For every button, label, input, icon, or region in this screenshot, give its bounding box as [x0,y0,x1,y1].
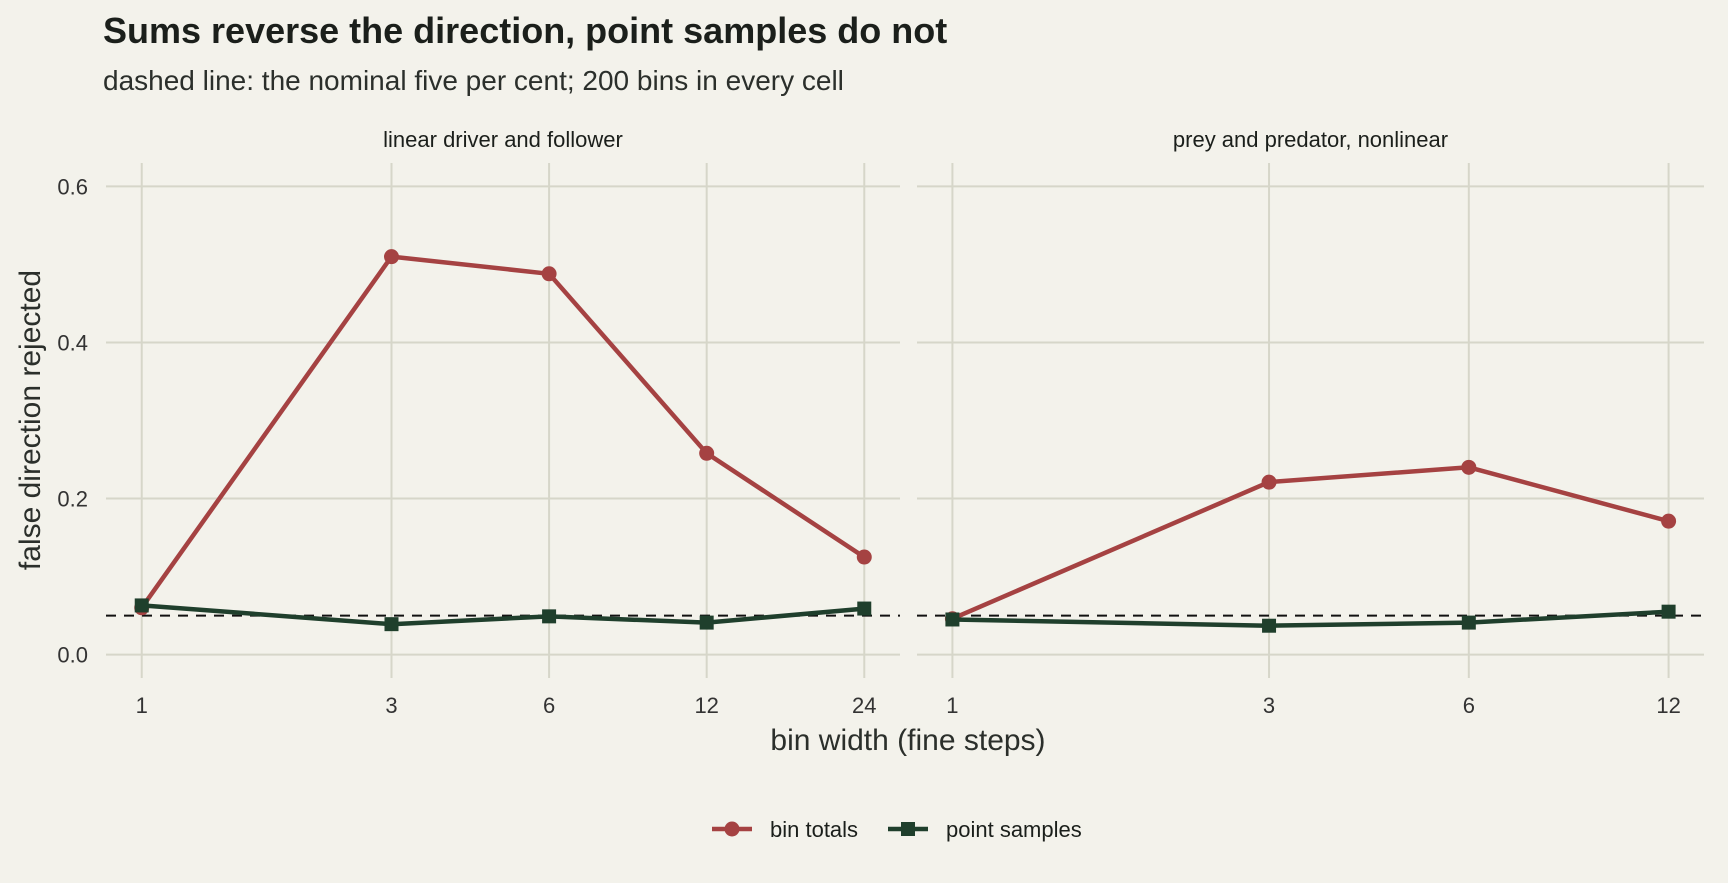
legend: bin totals point samples [712,817,1082,842]
y-tick-label: 0.2 [57,487,88,512]
legend-key-marker [901,822,915,836]
data-point [857,601,872,616]
chart-title: Sums reverse the direction, point sample… [103,10,947,51]
series-line [952,609,1669,628]
data-point [1261,474,1277,490]
data-point [1262,618,1277,633]
x-tick-label: 1 [946,693,958,718]
y-tick-label: 0.4 [57,330,88,355]
data-point [1461,615,1476,630]
data-point [134,598,149,613]
data-point [541,266,557,282]
legend-label: bin totals [770,817,858,842]
panel-title: linear driver and follower [383,127,623,152]
y-tick-label: 0.0 [57,643,88,668]
panel-2: prey and predator, nonlinear 1 3 6 12 [917,127,1704,718]
x-tick-label: 6 [543,693,555,718]
data-point [1661,604,1676,619]
data-point [856,549,872,565]
x-tick-label: 3 [385,693,397,718]
x-tick-label: 1 [136,693,148,718]
x-tick-label: 24 [852,693,876,718]
legend-item: point samples [888,817,1082,842]
y-axis-title: false direction rejected [14,270,47,570]
data-point [1461,459,1477,475]
data-point [945,612,960,627]
series-line [951,465,1670,621]
data-point [699,615,714,630]
x-tick-label: 3 [1263,693,1275,718]
data-point [384,249,400,265]
x-axis-title: bin width (fine steps) [770,724,1045,757]
data-point [1661,513,1677,529]
legend-key-marker [724,821,740,837]
panel-1: linear driver and follower 0.0 0.2 0.4 0.6 1 3… [57,127,900,718]
data-point [542,609,557,624]
series-line [139,254,866,610]
panels: linear driver and follower 0.0 0.2 0.4 0.6 1 3… [57,127,1704,718]
x-tick-label: 12 [694,693,718,718]
data-point [699,445,715,461]
x-tick-label: 12 [1656,693,1680,718]
chart-subtitle: dashed line: the nominal five per cent; … [103,65,844,96]
data-point [384,617,399,632]
y-tick-label: 0.6 [57,174,88,199]
legend-item: bin totals [712,817,858,842]
panel-title: prey and predator, nonlinear [1173,127,1448,152]
legend-label: point samples [946,817,1082,842]
x-tick-label: 6 [1463,693,1475,718]
